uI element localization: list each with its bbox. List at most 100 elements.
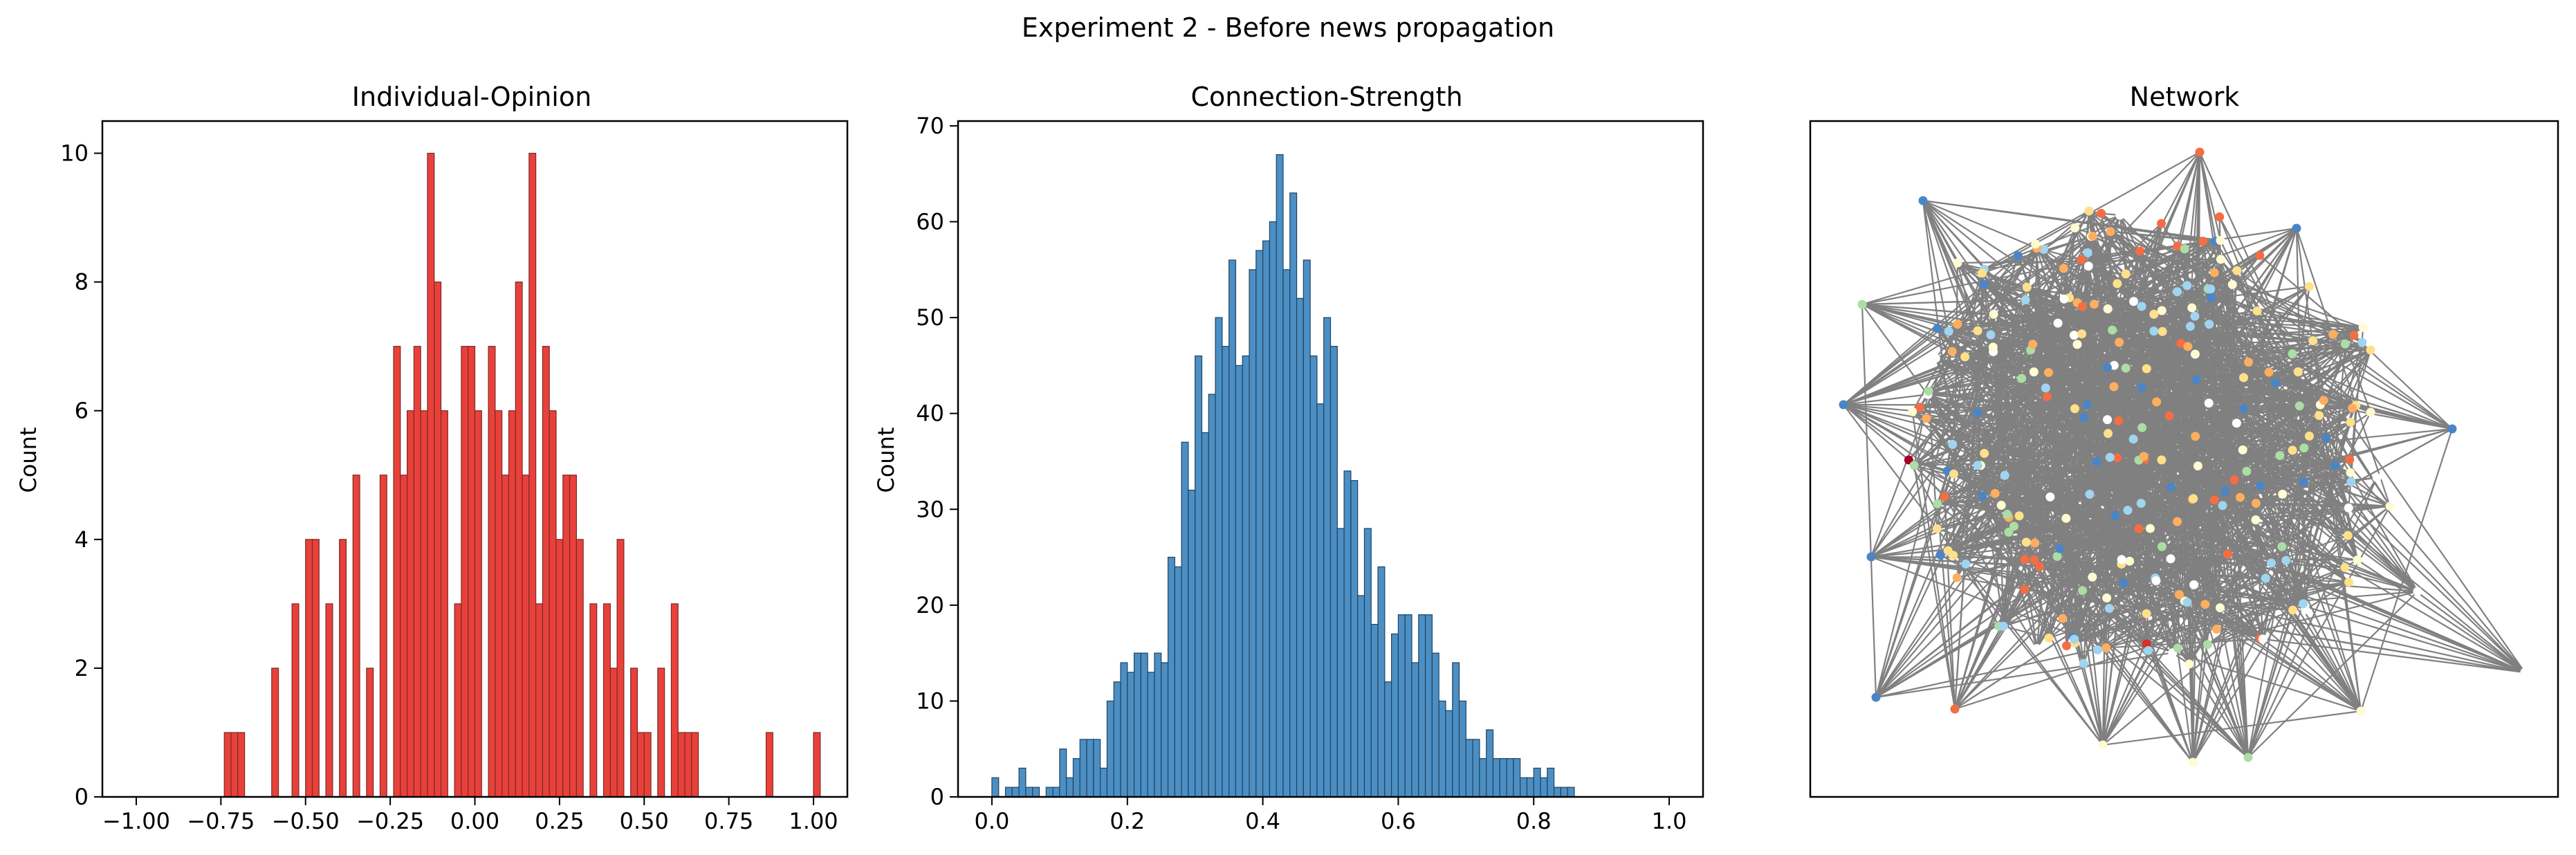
network-node bbox=[2180, 244, 2189, 254]
histogram-bar bbox=[1424, 614, 1433, 798]
network-edge bbox=[1953, 284, 1985, 710]
network-node bbox=[2238, 404, 2248, 414]
network-edge bbox=[2096, 461, 2418, 593]
network-node bbox=[2340, 339, 2350, 349]
network-edge bbox=[1919, 377, 2022, 408]
histogram-bar bbox=[474, 410, 482, 798]
network-node bbox=[2059, 294, 2069, 304]
network-node bbox=[2315, 411, 2324, 421]
histogram-bar bbox=[291, 603, 300, 798]
network-edge bbox=[2312, 340, 2359, 560]
network-edge bbox=[2359, 428, 2454, 712]
histogram-bar bbox=[1052, 787, 1060, 798]
network-node bbox=[1988, 342, 1998, 352]
network-edge bbox=[2139, 250, 2418, 592]
network-node bbox=[2031, 239, 2041, 249]
network-node bbox=[1857, 300, 1867, 309]
network-edges bbox=[1843, 151, 2526, 763]
network-node bbox=[2085, 489, 2095, 499]
histogram-bar bbox=[1249, 269, 1257, 798]
network-node bbox=[2211, 625, 2221, 634]
network-node bbox=[2009, 522, 2018, 531]
network-edge bbox=[2008, 517, 2110, 609]
histogram-bar bbox=[454, 603, 462, 798]
network-node bbox=[2198, 237, 2208, 246]
network-node bbox=[1918, 196, 1928, 205]
network-node bbox=[2078, 586, 2088, 596]
histogram-bar bbox=[508, 410, 516, 798]
histogram-bar bbox=[657, 668, 665, 798]
histogram-bar bbox=[1472, 739, 1480, 798]
network-node bbox=[2149, 309, 2159, 319]
network-node bbox=[1944, 327, 1953, 336]
network-node bbox=[2202, 640, 2212, 650]
histogram-bar bbox=[1127, 672, 1135, 798]
network-node bbox=[2232, 419, 2241, 428]
network-node bbox=[2166, 482, 2176, 492]
histogram-bar bbox=[555, 539, 564, 798]
network-node bbox=[1908, 407, 1917, 416]
network-node bbox=[2103, 415, 2113, 425]
opinion-histogram: Individual-Opinion Count −1.00 −0.75 −0.50… bbox=[15, 82, 849, 834]
network-edge bbox=[2088, 210, 2358, 561]
network-edge bbox=[2189, 325, 2371, 413]
histogram-bar bbox=[1357, 595, 1365, 798]
histogram-bar bbox=[1316, 403, 1325, 798]
network-node bbox=[1909, 461, 1919, 470]
histogram-bar bbox=[1289, 192, 1298, 798]
network-edge bbox=[2209, 323, 2327, 439]
network-node bbox=[2157, 306, 2166, 315]
network-node bbox=[2137, 383, 2146, 392]
histogram-bar bbox=[1011, 787, 1020, 798]
network-edge bbox=[1861, 299, 2026, 306]
network-node bbox=[2137, 423, 2147, 432]
network-node bbox=[2053, 318, 2063, 328]
figure-suptitle: Experiment 2 - Before news propagation bbox=[1022, 12, 1554, 43]
network-node bbox=[2077, 255, 2086, 264]
network-edge bbox=[2210, 288, 2453, 430]
histogram-bar bbox=[1106, 700, 1114, 798]
network-node bbox=[2028, 340, 2038, 349]
histogram-bar bbox=[609, 668, 618, 798]
network-node bbox=[2109, 382, 2119, 392]
histogram-bar bbox=[1323, 317, 1332, 798]
network-edge bbox=[1998, 151, 2201, 627]
opinion-histogram-axes: −1.00 −0.75 −0.50 −0.25 0.00 0.25 0.50 0.75 1.00… bbox=[60, 120, 849, 834]
network-node bbox=[2121, 269, 2131, 279]
strength-histogram-title: Connection-Strength bbox=[1190, 82, 1462, 112]
network-edge bbox=[1922, 200, 2051, 497]
network-edge bbox=[1919, 406, 2418, 593]
network-edge bbox=[2113, 341, 2363, 388]
histogram-bar bbox=[1066, 777, 1074, 798]
network-edge bbox=[2162, 331, 2355, 337]
network-node bbox=[2293, 367, 2303, 377]
network-node bbox=[2135, 246, 2145, 256]
network-node bbox=[1990, 488, 2000, 498]
histogram-bar bbox=[1100, 767, 1108, 798]
network-edge bbox=[1843, 288, 2209, 406]
network-node bbox=[2200, 600, 2210, 609]
histogram-bar bbox=[1431, 652, 1439, 798]
network-node bbox=[2343, 531, 2353, 540]
histogram-bar bbox=[393, 346, 401, 798]
network-node bbox=[2032, 643, 2042, 653]
network-node bbox=[2039, 244, 2048, 254]
network-node bbox=[2117, 555, 2126, 564]
network-node bbox=[2070, 634, 2079, 644]
network-node bbox=[2003, 509, 2012, 519]
histogram-bar bbox=[1229, 259, 1237, 798]
histogram-bar bbox=[1059, 748, 1067, 798]
histogram-bar bbox=[1377, 566, 1386, 798]
network-node bbox=[2218, 501, 2227, 511]
network-node bbox=[2082, 400, 2092, 410]
network-edge bbox=[1919, 407, 2074, 638]
network-node bbox=[2079, 659, 2088, 668]
network-edge bbox=[2107, 309, 2180, 595]
histogram-bar bbox=[1438, 700, 1446, 798]
network-node bbox=[2385, 502, 2395, 511]
network-edge bbox=[2083, 459, 2146, 664]
network-edge bbox=[2189, 326, 2526, 673]
x-tick-label: 1.00 bbox=[789, 808, 838, 834]
network-edge bbox=[1870, 342, 2182, 558]
histogram-bar bbox=[1032, 787, 1040, 798]
